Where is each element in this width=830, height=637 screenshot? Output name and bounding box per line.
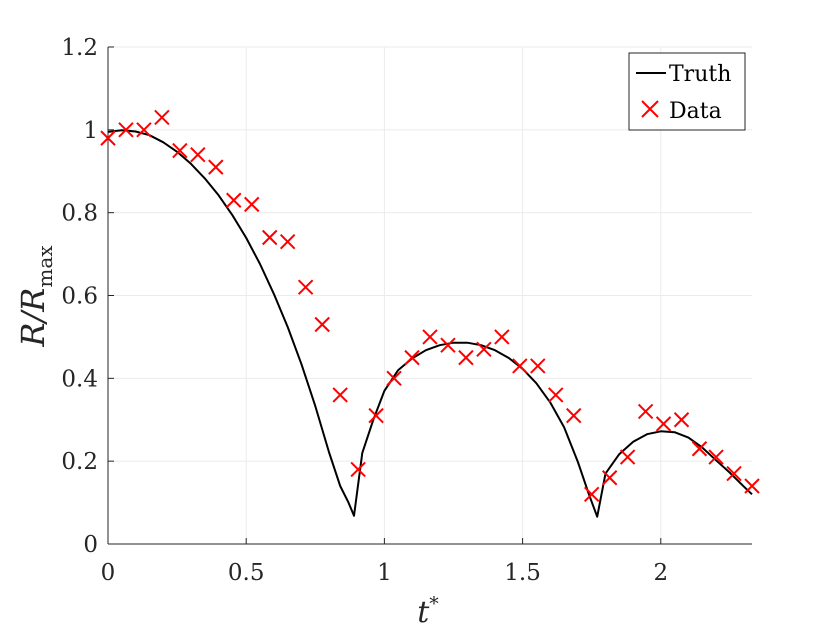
data-point-marker <box>368 407 384 424</box>
data-point-marker <box>655 416 672 432</box>
series-line-truth <box>107 129 753 518</box>
data-point-marker <box>314 316 330 333</box>
data-point-marker <box>476 341 492 358</box>
data-point-marker <box>386 370 402 387</box>
y-tick-label: 1.2 <box>61 35 98 61</box>
x-axis-label: t* <box>417 593 439 630</box>
legend-data-label: Data <box>669 99 722 124</box>
data-point-marker <box>332 387 348 403</box>
y-tick-label: 1 <box>83 118 98 144</box>
data-point-marker <box>297 279 314 295</box>
x-tick-label: 2 <box>653 560 668 586</box>
x-tick-label: 0 <box>101 560 116 586</box>
y-tick-label: 0.4 <box>61 366 98 392</box>
data-point-marker <box>154 109 170 126</box>
data-point-marker <box>350 461 366 478</box>
data-point-marker <box>244 196 260 213</box>
data-point-marker <box>279 233 296 250</box>
legend-box <box>628 52 746 131</box>
x-tick-label: 1 <box>377 560 392 586</box>
data-point-marker <box>744 478 760 494</box>
data-point-marker <box>226 192 242 208</box>
x-axis-label-base: t <box>417 595 430 630</box>
y-tick-label: 0.8 <box>61 201 98 227</box>
data-point-marker <box>261 229 278 246</box>
x-axis-label-superscript: * <box>429 593 439 615</box>
y-tick-label: 0.6 <box>61 284 98 310</box>
data-point-marker <box>512 358 528 374</box>
data-point-marker <box>208 159 224 175</box>
data-point-marker <box>566 407 582 424</box>
data-point-marker <box>691 441 708 457</box>
axes <box>107 46 752 545</box>
plot-area <box>100 109 760 518</box>
data-point-marker <box>726 465 742 482</box>
data-point-marker <box>619 449 636 465</box>
x-tick-label: 1.5 <box>504 560 541 586</box>
data-point-marker <box>708 449 724 465</box>
data-point-marker <box>404 349 420 366</box>
y-axis-label: R/Rmax <box>14 245 57 348</box>
legend: Truth Data <box>628 52 746 131</box>
data-point-marker <box>583 486 600 503</box>
data-point-marker <box>172 142 188 159</box>
data-point-marker <box>118 122 134 138</box>
data-point-marker <box>530 358 546 374</box>
legend-truth-label: Truth <box>669 62 731 87</box>
legend-data-swatch <box>641 100 659 118</box>
data-point-marker <box>440 337 456 353</box>
data-point-marker <box>548 387 564 403</box>
data-point-marker <box>637 403 654 420</box>
data-point-marker <box>190 146 206 163</box>
data-point-marker <box>673 412 690 428</box>
data-point-marker <box>422 329 438 345</box>
y-tick-label: 0.2 <box>61 449 98 475</box>
data-point-marker <box>458 349 474 366</box>
data-point-marker <box>601 470 618 486</box>
y-tick-label: 0 <box>83 532 98 558</box>
tick-labels: 0 0.5 1 1.5 2 0 0.2 0.4 0.6 0.8 1 1.2 <box>61 35 668 586</box>
data-point-marker <box>100 130 116 146</box>
y-axis-label-subscript: max <box>33 245 57 288</box>
data-point-marker <box>494 329 510 345</box>
x-tick-label: 0.5 <box>228 560 265 586</box>
data-point-marker <box>136 122 152 138</box>
y-axis-label-main: R/R <box>14 288 52 348</box>
